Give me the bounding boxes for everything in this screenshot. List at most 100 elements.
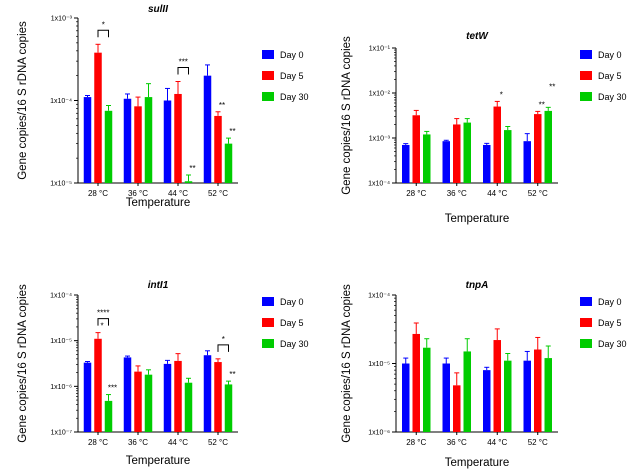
legend-label: Day 5 — [280, 71, 304, 81]
x-tick-label: 52 °C — [208, 189, 228, 198]
chart-panel-sulII: sulII 1x10⁻³ 1x10⁻⁴ 1x10⁻⁵ Gene copies/16 S … — [17, 4, 309, 209]
y-axis-title: Gene copies/16 S rDNA copies — [341, 284, 353, 443]
significance-label: ** — [229, 370, 235, 379]
bar-day-5 — [94, 338, 102, 432]
y-axis-title: Gene copies/16 S rDNA copies — [17, 21, 29, 180]
significance-label: ** — [189, 164, 195, 173]
x-axis-title: Temperature — [126, 455, 191, 467]
significance-label: *** — [108, 384, 117, 393]
legend-label: Day 0 — [280, 50, 304, 60]
bar-day-30 — [423, 134, 431, 183]
legend-label: Day 30 — [598, 92, 627, 102]
x-tick-label: 28 °C — [88, 189, 108, 198]
legend-label: Day 30 — [598, 339, 627, 349]
bar-day-0 — [402, 144, 410, 183]
legend-swatch — [262, 50, 274, 59]
legend-label: Day 30 — [280, 92, 309, 102]
x-tick-label: 28 °C — [88, 438, 108, 447]
bar-day-5 — [534, 114, 542, 183]
significance-bracket — [217, 344, 229, 352]
x-tick-label: 52 °C — [528, 189, 548, 198]
bar-day-0 — [123, 98, 132, 183]
bar-day-0 — [523, 360, 531, 432]
bar-day-30 — [504, 130, 512, 183]
chart-title: intI1 — [148, 280, 169, 291]
y-tick-label: 1x10⁻⁵ — [50, 181, 72, 188]
bar-day-30 — [423, 347, 431, 432]
bar-day-0 — [442, 363, 450, 432]
bar-day-5 — [453, 385, 461, 432]
x-axis-title: Temperature — [445, 457, 510, 469]
significance-label: **** — [97, 309, 109, 318]
x-tick-label: 52 °C — [528, 438, 548, 447]
y-tick-label: 1x10⁻³ — [369, 136, 391, 143]
significance-bracket — [97, 29, 109, 38]
legend-swatch — [262, 71, 274, 80]
bar-day-5 — [134, 106, 142, 183]
y-tick-label: 1x10⁻⁶ — [50, 384, 72, 391]
bar-day-5 — [493, 340, 501, 432]
significance-label: * — [102, 20, 105, 29]
significance-label: * — [500, 90, 503, 99]
x-tick-label: 44 °C — [168, 189, 188, 198]
legend-swatch — [580, 297, 592, 306]
legend-label: Day 5 — [598, 71, 622, 81]
chart-title: sulII — [148, 4, 168, 15]
significance-label: * — [100, 322, 103, 331]
bar-day-0 — [523, 141, 531, 183]
y-tick-label: 1x10⁻⁴ — [368, 293, 390, 300]
bar-day-0 — [123, 357, 132, 432]
legend-swatch — [580, 71, 592, 80]
bar-day-5 — [94, 52, 102, 184]
bar-day-30 — [144, 97, 153, 183]
bar-day-5 — [174, 360, 182, 432]
legend-label: Day 30 — [280, 339, 309, 349]
bar-day-30 — [544, 110, 552, 183]
y-tick-label: 1x10⁻⁷ — [51, 430, 73, 437]
bar-day-0 — [163, 363, 172, 432]
bar-day-0 — [83, 97, 92, 183]
x-tick-label: 36 °C — [128, 189, 148, 198]
significance-label: ** — [539, 100, 545, 109]
bar-day-30 — [463, 351, 471, 432]
bar-day-30 — [104, 400, 113, 432]
bar-day-5 — [412, 115, 420, 183]
legend-swatch — [262, 297, 274, 306]
y-tick-label: 1x10⁻⁵ — [50, 338, 72, 345]
significance-label: *** — [179, 57, 188, 66]
bar-day-0 — [402, 363, 410, 432]
significance-label: * — [222, 335, 225, 344]
legend-swatch — [580, 318, 592, 327]
x-tick-label: 36 °C — [128, 438, 148, 447]
x-tick-label: 36 °C — [447, 189, 467, 198]
legend-label: Day 5 — [598, 318, 622, 328]
x-tick-label: 52 °C — [208, 438, 228, 447]
bar-day-30 — [104, 110, 113, 183]
bar-day-5 — [174, 93, 182, 183]
bar-day-0 — [203, 75, 212, 183]
bar-day-5 — [493, 106, 501, 183]
legend-swatch — [580, 92, 592, 101]
y-tick-label: 1x10⁻⁴ — [368, 181, 390, 188]
legend-swatch — [580, 339, 592, 348]
bar-day-0 — [483, 144, 491, 183]
bar-day-30 — [184, 382, 193, 432]
y-tick-label: 1x10⁻⁵ — [368, 361, 390, 368]
legend-label: Day 0 — [280, 297, 304, 307]
bar-day-5 — [134, 371, 142, 432]
chart-panel-intI1: intI1 1x10⁻⁴ 1x10⁻⁵ 1x10⁻⁶ 1x10⁻⁷ Gene copies… — [17, 280, 309, 467]
y-tick-label: 1x10⁻⁴ — [50, 293, 72, 300]
significance-label: ** — [229, 127, 235, 136]
bar-day-30 — [544, 358, 552, 432]
bar-day-5 — [412, 333, 420, 432]
y-axis-title: Gene copies/16 S rDNA copies — [341, 36, 353, 195]
legend-swatch — [580, 50, 592, 59]
x-tick-label: 44 °C — [487, 189, 507, 198]
legend-swatch — [262, 339, 274, 348]
y-tick-label: 1x10⁻⁶ — [368, 430, 390, 437]
chart-title: tnpA — [466, 280, 489, 291]
x-axis-title: Temperature — [126, 197, 191, 209]
significance-label: ** — [549, 82, 555, 91]
bar-day-5 — [534, 349, 542, 432]
